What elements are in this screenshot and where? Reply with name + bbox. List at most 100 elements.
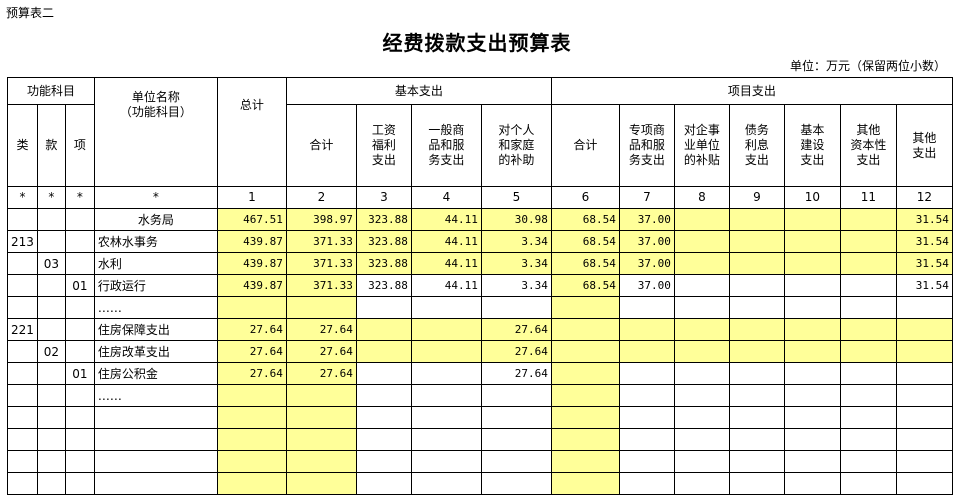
cell-value xyxy=(673,230,730,253)
cell-name: 农林水事务 xyxy=(93,230,218,253)
column-index: * xyxy=(7,186,38,209)
cell-value xyxy=(618,340,675,363)
cell-value: 27.64 xyxy=(285,362,357,385)
column-index: 3 xyxy=(355,186,412,209)
cell-kuan xyxy=(36,274,66,297)
cell-value xyxy=(673,296,730,319)
cell-value: 44.11 xyxy=(410,252,482,275)
cell-lei xyxy=(7,406,38,429)
cell-value xyxy=(673,340,730,363)
cell-value xyxy=(728,252,785,275)
cell-kuan xyxy=(36,230,66,253)
header-project-col: 对企事 业单位 的补贴 xyxy=(673,104,730,187)
cell-value: 27.64 xyxy=(285,340,357,363)
cell-value: 27.64 xyxy=(216,318,287,341)
cell-value xyxy=(728,472,785,495)
cell-value xyxy=(410,428,482,451)
header-basic-col: 对个人 和家庭 的补助 xyxy=(480,104,552,187)
cell-value xyxy=(550,318,620,341)
header-basic: 基本支出 xyxy=(285,77,552,105)
cell-value xyxy=(839,296,897,319)
header-xiang: 项 xyxy=(64,104,95,187)
table-row xyxy=(7,406,953,429)
header-project-col: 专项商 品和服 务支出 xyxy=(618,104,675,187)
cell-name xyxy=(93,406,218,429)
column-index: 4 xyxy=(410,186,482,209)
header-project-col: 其他 支出 xyxy=(895,104,953,187)
cell-kuan xyxy=(36,472,66,495)
cell-value xyxy=(410,362,482,385)
cell-value xyxy=(783,384,841,407)
cell-value xyxy=(285,296,357,319)
column-index: 8 xyxy=(673,186,730,209)
cell-value xyxy=(618,450,675,473)
cell-value: 3.34 xyxy=(480,252,552,275)
cell-kuan xyxy=(36,428,66,451)
cell-kuan xyxy=(36,384,66,407)
cell-value xyxy=(728,296,785,319)
cell-value: 44.11 xyxy=(410,230,482,253)
cell-value xyxy=(216,296,287,319)
cell-value xyxy=(480,406,552,429)
cell-value xyxy=(410,318,482,341)
cell-value: 37.00 xyxy=(618,208,675,231)
cell-value: 27.64 xyxy=(480,340,552,363)
cell-value: 27.64 xyxy=(216,340,287,363)
cell-value: 398.97 xyxy=(285,208,357,231)
cell-value xyxy=(895,362,953,385)
cell-value xyxy=(673,274,730,297)
cell-lei xyxy=(7,450,38,473)
cell-value xyxy=(618,362,675,385)
cell-value: 44.11 xyxy=(410,274,482,297)
cell-value xyxy=(216,472,287,495)
cell-value xyxy=(895,406,953,429)
cell-value xyxy=(550,406,620,429)
cell-value xyxy=(783,472,841,495)
cell-value xyxy=(673,208,730,231)
cell-value: 27.64 xyxy=(216,362,287,385)
cell-kuan xyxy=(36,406,66,429)
column-index: 5 xyxy=(480,186,552,209)
cell-value xyxy=(783,230,841,253)
page-title: 经费拨款支出预算表 xyxy=(382,31,572,55)
cell-value xyxy=(285,384,357,407)
cell-value xyxy=(355,362,412,385)
column-index: 7 xyxy=(618,186,675,209)
cell-value xyxy=(895,472,953,495)
column-index: 2 xyxy=(285,186,357,209)
cell-value xyxy=(355,384,412,407)
cell-value xyxy=(355,428,412,451)
table-row: 221 住房保障支出 27.64 27.64 27.64 xyxy=(7,318,953,341)
cell-value xyxy=(410,384,482,407)
cell-value: 68.54 xyxy=(550,208,620,231)
cell-kuan xyxy=(36,318,66,341)
cell-value: 439.87 xyxy=(216,252,287,275)
unit-note: 单位：万元（保留两位小数） xyxy=(789,59,946,73)
cell-value: 467.51 xyxy=(216,208,287,231)
cell-value xyxy=(216,406,287,429)
cell-value: 439.87 xyxy=(216,274,287,297)
table-row: 03 水利 439.87 371.33 323.88 44.11 3.34 68.54 37.0… xyxy=(7,252,953,275)
header-project-col: 债务 利息 支出 xyxy=(728,104,785,187)
sheet-tag: 预算表二 xyxy=(6,6,55,20)
cell-kuan xyxy=(36,362,66,385)
header-basic-col: 工资 福利 支出 xyxy=(355,104,412,187)
cell-value xyxy=(285,450,357,473)
cell-name: …… xyxy=(93,384,218,407)
cell-value xyxy=(895,384,953,407)
cell-value xyxy=(783,274,841,297)
cell-kuan: 02 xyxy=(36,340,66,363)
budget-table: 功能科目 单位名称 （功能科目） 总计 基本支出 项目支出 类 款 项 合计 工资… xyxy=(7,77,953,495)
column-index: 1 xyxy=(216,186,287,209)
header-project-col: 基本 建设 支出 xyxy=(783,104,841,187)
cell-value xyxy=(783,252,841,275)
cell-value xyxy=(895,450,953,473)
cell-value xyxy=(355,450,412,473)
cell-value xyxy=(783,406,841,429)
cell-value xyxy=(728,428,785,451)
cell-value xyxy=(480,296,552,319)
cell-value xyxy=(895,428,953,451)
cell-name: 住房保障支出 xyxy=(93,318,218,341)
cell-value xyxy=(895,296,953,319)
column-index: 10 xyxy=(783,186,841,209)
